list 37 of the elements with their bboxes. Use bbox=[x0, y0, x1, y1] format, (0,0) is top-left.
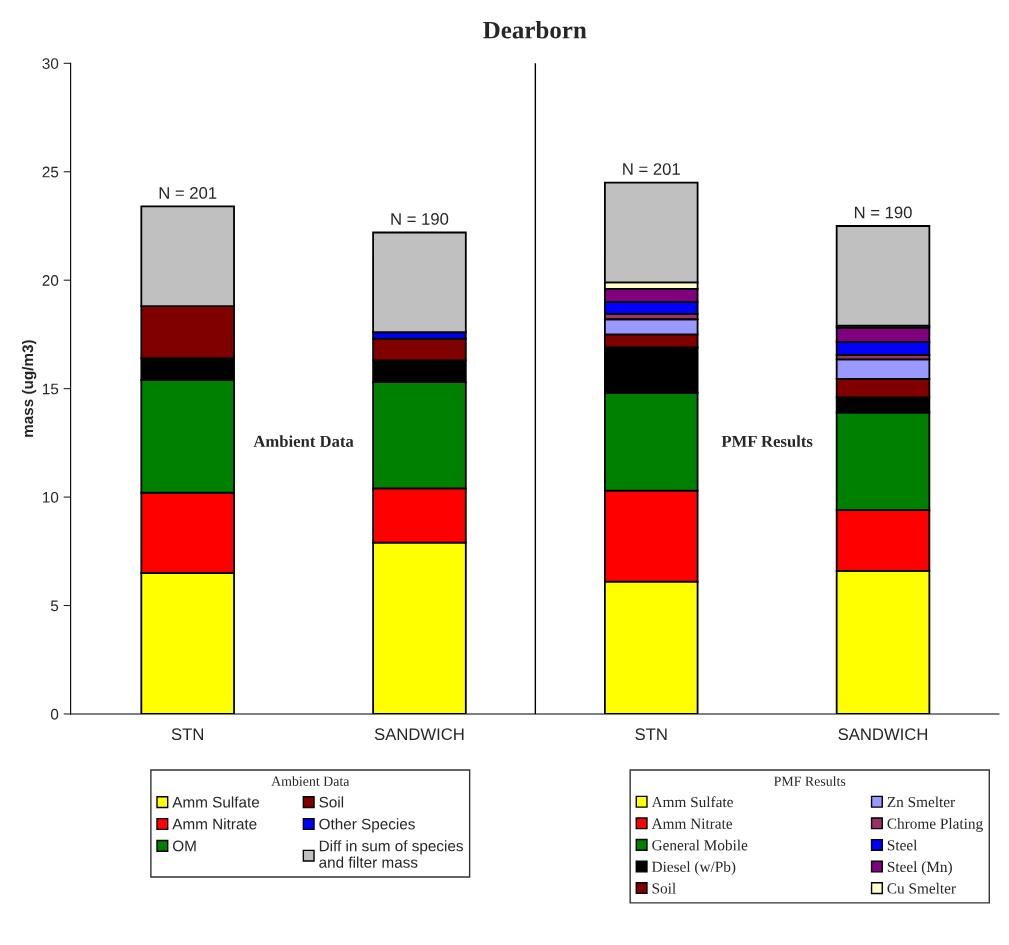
legend-label: Amm Nitrate bbox=[651, 818, 733, 829]
text: Ambient Data bbox=[271, 776, 350, 786]
x-tick-label: SANDWICH bbox=[374, 728, 464, 741]
y-tick-label: 10 bbox=[43, 491, 59, 503]
legend-label: Zn Smelter bbox=[887, 796, 956, 808]
annotation: N = 190 bbox=[391, 213, 449, 225]
annotation: N = 201 bbox=[159, 187, 217, 199]
annotation: N = 190 bbox=[854, 206, 912, 219]
y-tick-label: 0 bbox=[50, 708, 59, 720]
legend-label: Other Species bbox=[319, 818, 415, 833]
y-tick-label: 15 bbox=[43, 383, 59, 395]
legend-label: Diesel (w/Pb) bbox=[651, 861, 736, 876]
y-tick-label: 25 bbox=[42, 166, 59, 178]
x-tick-label: SANDWICH bbox=[838, 728, 928, 741]
legend-label: Soil bbox=[652, 882, 676, 894]
y-tick-label: 5 bbox=[50, 600, 59, 612]
legend-label: Cu Smelter bbox=[887, 882, 956, 894]
legend-label: Steel (Mn) bbox=[887, 861, 952, 876]
x-tick-label: STN bbox=[171, 728, 203, 741]
legend-label: OM bbox=[173, 840, 196, 852]
annotation: PMF Results bbox=[721, 435, 813, 448]
text: PMF Results bbox=[774, 776, 846, 786]
legend-label: Amm Sulfate bbox=[651, 796, 733, 808]
legend-label: Soil bbox=[319, 796, 344, 808]
legend-label: Amm Nitrate bbox=[172, 818, 257, 830]
y-tick-label: 20 bbox=[42, 275, 59, 286]
legend-label: Diff in sum of species and filter mass bbox=[319, 840, 463, 868]
y-tick-label: 30 bbox=[42, 58, 59, 69]
y-axis-title: mass (ug/m3) bbox=[21, 340, 37, 437]
legend-label: Steel bbox=[887, 839, 918, 851]
x-tick-label: STN bbox=[635, 728, 667, 741]
legend-label: Amm Sulfate bbox=[172, 796, 260, 808]
annotation: Ambient Data bbox=[253, 435, 354, 448]
chart-title: Dearborn bbox=[483, 20, 587, 39]
legend-label: Chrome Plating bbox=[887, 818, 983, 832]
annotation: N = 201 bbox=[623, 163, 680, 175]
legend-label: General Mobile bbox=[652, 839, 748, 851]
